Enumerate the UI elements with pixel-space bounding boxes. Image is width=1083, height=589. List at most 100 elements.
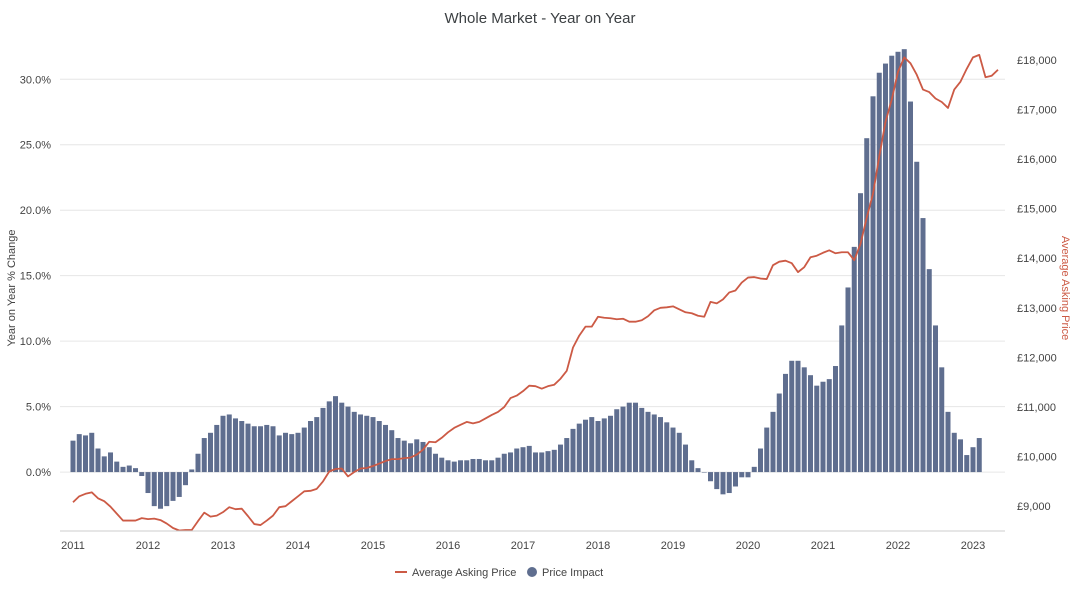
price-impact-bar [770, 411, 776, 473]
price-impact-bar [151, 472, 157, 507]
price-impact-bar [583, 419, 588, 473]
price-impact-bar [183, 472, 188, 486]
price-impact-bar [508, 452, 513, 473]
price-impact-bar [908, 101, 913, 473]
price-impact-bar [158, 472, 163, 509]
price-impact-bar [764, 427, 770, 473]
y-tick-label-left: 15.0% [20, 271, 51, 283]
price-impact-bar [601, 418, 607, 473]
price-impact-bar [564, 438, 570, 473]
price-impact-bar [814, 385, 820, 473]
price-impact-bar [483, 460, 488, 473]
price-impact-bar [214, 424, 220, 473]
price-impact-bar [639, 407, 645, 473]
price-impact-bar [589, 417, 595, 473]
price-impact-bar [458, 460, 463, 473]
price-impact-bar [858, 193, 863, 473]
y-tick-label-right: £16,000 [1017, 154, 1057, 166]
price-impact-bar [933, 325, 938, 473]
price-impact-bar [551, 449, 557, 473]
y-tick-label-right: £14,000 [1017, 253, 1057, 265]
price-impact-bar [745, 472, 751, 478]
x-tick-label: 2018 [586, 540, 610, 552]
price-impact-bar [120, 466, 126, 473]
price-impact-bar [964, 455, 970, 473]
price-impact-bar [676, 432, 682, 473]
price-impact-bar [626, 402, 632, 473]
price-impact-bar [289, 434, 295, 473]
y-axis-left-label: Year on Year % Change [6, 229, 18, 346]
price-impact-bar [664, 422, 670, 473]
price-impact-bar [501, 453, 507, 473]
x-tick-label: 2015 [361, 540, 385, 552]
x-axis-ticks: 2011 2012 2013 2014 2015 2016 2017 2018 2019 2020… [61, 540, 985, 552]
price-impact-bar [689, 460, 695, 473]
price-impact-bar [364, 415, 370, 473]
y-tick-label-right: £15,000 [1017, 204, 1057, 216]
y-axis-right-ticks: £9,000 £10,000 £11,000 £12,000 £13,000 £14,00… [1017, 55, 1057, 513]
price-impact-bar [108, 452, 113, 473]
x-tick-label: 2021 [811, 540, 835, 552]
price-impact-bar [864, 138, 870, 473]
price-impact-bar [576, 423, 582, 473]
price-impact-bar [314, 417, 320, 473]
y-tick-label-left: 20.0% [20, 205, 51, 217]
price-impact-bar [439, 457, 445, 473]
price-impact-bar [464, 460, 470, 473]
price-impact-bar [358, 414, 363, 473]
price-impact-bar [401, 440, 407, 473]
price-impact-bar [901, 49, 907, 473]
price-impact-bar [89, 432, 95, 473]
price-impact-bar [839, 325, 845, 473]
price-impact-bar [258, 426, 263, 473]
price-impact-bar [914, 161, 920, 473]
price-impact-bar [495, 457, 501, 473]
price-impact-bar [789, 360, 795, 473]
price-impact-bar [145, 472, 151, 494]
y-tick-label-right: £18,000 [1017, 55, 1057, 67]
x-tick-label: 2023 [961, 540, 985, 552]
price-impact-bar [83, 435, 88, 473]
price-impact-bar [951, 432, 957, 473]
price-impact-bar [133, 468, 138, 473]
price-impact-bar [633, 402, 638, 473]
price-impact-bar [220, 415, 226, 473]
price-impact-bar [608, 415, 613, 473]
y-tick-label-left: 30.0% [20, 74, 51, 86]
price-impact-bar [876, 72, 882, 473]
price-impact-bar [758, 448, 763, 473]
price-impact-bar [776, 393, 782, 473]
price-impact-bar [820, 381, 826, 473]
price-impact-bar [176, 472, 182, 497]
legend-bar-swatch [527, 567, 537, 577]
y-tick-label-left: 25.0% [20, 140, 51, 152]
x-tick-label: 2022 [886, 540, 910, 552]
x-tick-label: 2017 [511, 540, 535, 552]
price-impact-bar [76, 434, 82, 473]
y-tick-label-right: £10,000 [1017, 452, 1057, 464]
price-impact-bar [883, 63, 888, 473]
average-asking-price-line [72, 53, 999, 532]
price-impact-bar [783, 373, 788, 473]
price-impact-bar [795, 360, 801, 473]
y-tick-label-right: £11,000 [1017, 402, 1056, 414]
price-impact-bar [95, 448, 101, 473]
price-impact-bar [801, 367, 807, 473]
price-impact-bar [414, 439, 420, 473]
price-impact-bar [170, 472, 176, 501]
y-tick-label-left: 0.0% [26, 467, 51, 479]
price-impact-bar [751, 466, 757, 473]
price-impact-bar [945, 411, 951, 473]
y-tick-label-left: 5.0% [26, 402, 51, 414]
y-tick-label-right: £13,000 [1017, 303, 1057, 315]
price-impact-bar [283, 432, 288, 473]
x-tick-label: 2020 [736, 540, 760, 552]
price-impact-bar [514, 448, 520, 473]
y-tick-label-right: £17,000 [1017, 104, 1057, 116]
price-impact-bar [489, 460, 495, 473]
x-tick-label: 2016 [436, 540, 460, 552]
price-impact-bar [333, 396, 338, 473]
price-impact-bar [695, 468, 701, 473]
y-tick-label-right: £12,000 [1017, 352, 1057, 364]
price-impact-bar [233, 418, 238, 473]
